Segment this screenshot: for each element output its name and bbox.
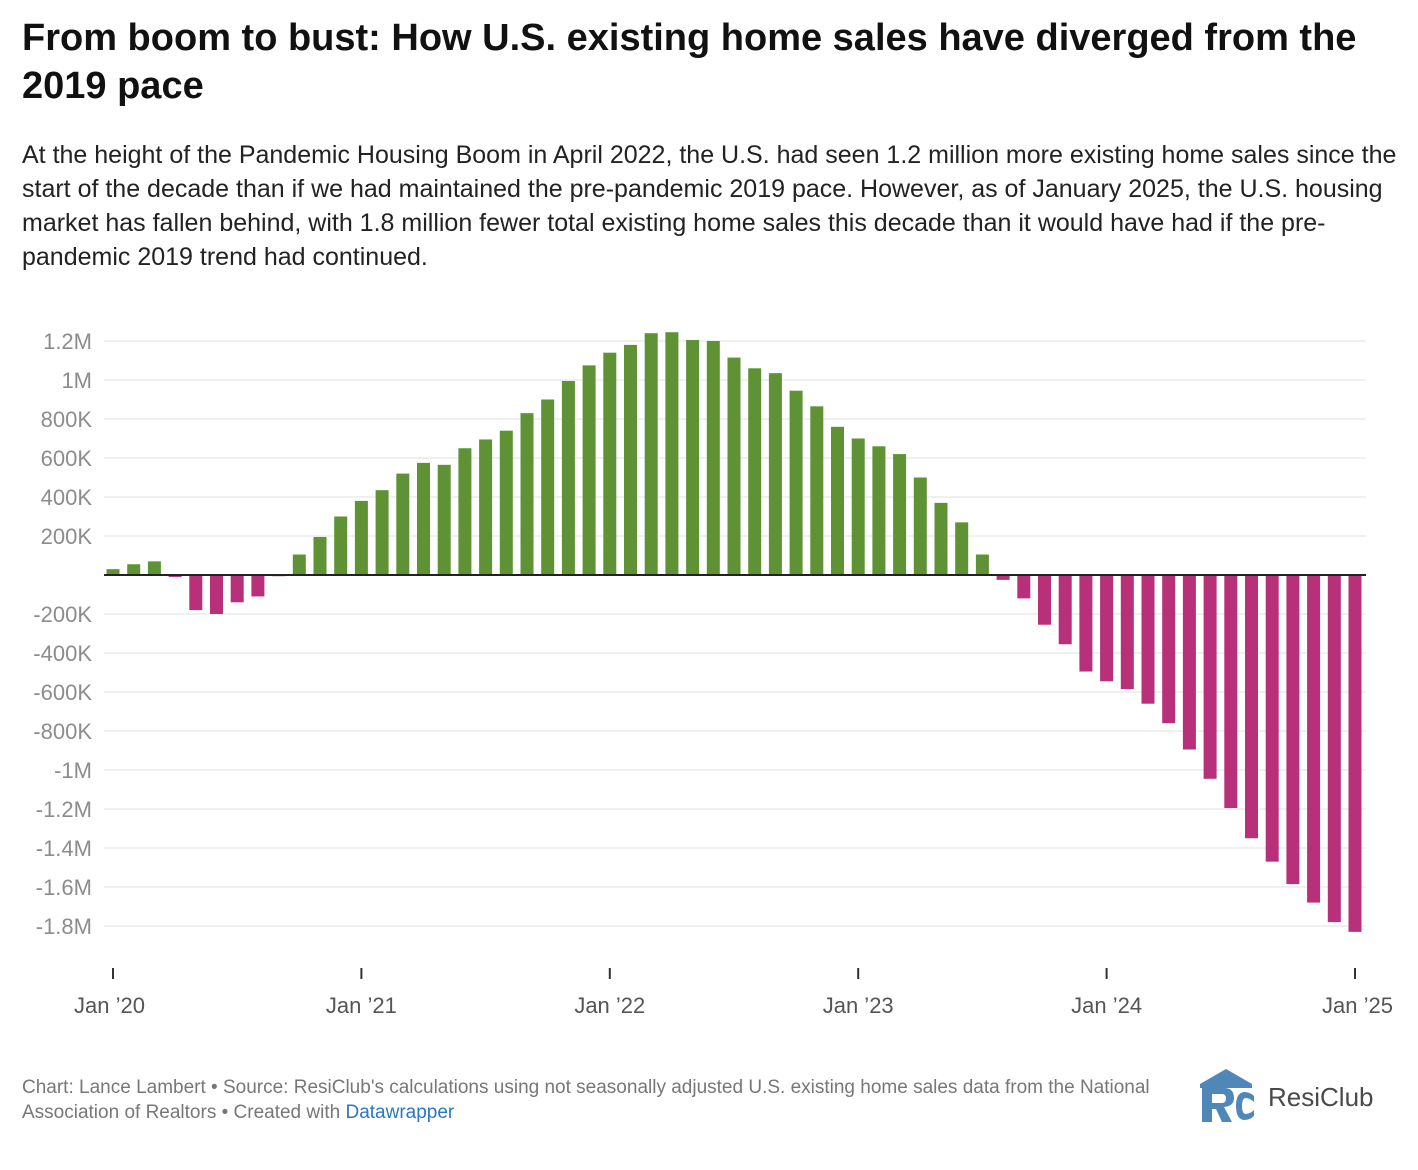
bar-nov-23 (1058, 575, 1072, 645)
x-tick-label: Jan ’24 (1071, 993, 1142, 1018)
bar-feb-20 (127, 564, 141, 575)
bar-aug-22 (748, 368, 762, 575)
y-tick-label: -400K (33, 641, 92, 666)
resiclub-brand: ResiClub (1196, 1066, 1396, 1126)
bar-nov-21 (561, 380, 575, 575)
chart-footer: Chart: Lance Lambert • Source: ResiClub'… (22, 1075, 1172, 1125)
bar-aug-20 (251, 575, 265, 597)
bar-feb-21 (375, 490, 389, 575)
y-tick-label: -1.8M (36, 914, 92, 939)
y-tick-label: -1.4M (36, 836, 92, 861)
chart-title: From boom to bust: How U.S. existing hom… (22, 17, 1357, 107)
bar-apr-23 (913, 477, 927, 575)
bar-jul-24 (1224, 575, 1238, 809)
bar-jul-20 (230, 575, 244, 603)
bar-jan-22 (603, 352, 617, 575)
bar-may-24 (1182, 575, 1196, 750)
x-tick-label: Jan ’20 (74, 993, 145, 1018)
bar-apr-24 (1162, 575, 1176, 724)
bar-apr-21 (417, 462, 430, 575)
y-tick-label: 1M (61, 368, 92, 393)
datawrapper-link[interactable]: Datawrapper (345, 1102, 455, 1123)
bar-mar-21 (396, 473, 410, 575)
bar-aug-23 (996, 575, 1010, 580)
bar-dec-23 (1079, 575, 1093, 672)
y-tick-label: -1M (54, 758, 92, 783)
y-tick-label: -1.2M (36, 797, 92, 822)
bar-may-20 (189, 575, 203, 611)
chart-subtitle: At the height of the Pandemic Housing Bo… (22, 141, 1397, 271)
y-tick-label: -600K (33, 680, 92, 705)
bar-sep-22 (768, 373, 782, 575)
bar-oct-20 (292, 554, 306, 575)
x-tick-label: Jan ’21 (326, 993, 397, 1018)
bar-sep-23 (1017, 575, 1031, 599)
bar-jun-21 (458, 448, 472, 575)
bar-mar-24 (1141, 575, 1155, 704)
bar-jul-21 (479, 439, 493, 575)
y-tick-label: -200K (33, 602, 92, 627)
bar-feb-23 (872, 446, 886, 575)
y-axis-labels: 1.2M 1M 800K 600K 400K 200K -200K -400K -600K -80… (33, 329, 92, 939)
y-tick-label: -1.6M (36, 875, 92, 900)
x-axis: Jan ’20 Jan ’21 Jan ’22 Jan ’23 Jan ’24 Jan ’… (74, 968, 1393, 1018)
bar-mar-22 (644, 333, 658, 575)
y-tick-label: 600K (41, 446, 93, 471)
bar-aug-24 (1245, 575, 1258, 839)
brand-name: ResiClub (1268, 1082, 1374, 1112)
bar-sep-21 (520, 413, 534, 575)
bar-may-21 (437, 464, 451, 575)
bar-oct-22 (789, 390, 803, 575)
bar-jul-23 (975, 554, 989, 575)
bar-jun-20 (210, 575, 223, 614)
bar-jun-22 (706, 341, 720, 575)
bar-chart: 1.2M 1M 800K 600K 400K 200K -200K -400K -600K -80… (33, 329, 1393, 1018)
bar-oct-24 (1286, 575, 1300, 885)
bars (106, 332, 1362, 932)
footer-credit: Chart: Lance Lambert • Source: ResiClub'… (22, 1077, 1150, 1123)
x-tick-label: Jan ’22 (574, 993, 645, 1018)
y-tick-label: 800K (41, 407, 93, 432)
bar-feb-24 (1120, 575, 1134, 690)
bar-may-22 (686, 340, 700, 575)
bar-jan-25 (1348, 575, 1362, 932)
x-tick-label: Jan ’25 (1322, 993, 1393, 1018)
y-tick-label: -800K (33, 719, 92, 744)
bar-jul-22 (727, 357, 741, 575)
bar-jan-23 (851, 438, 865, 575)
bar-nov-20 (313, 536, 327, 575)
x-tick-label: Jan ’23 (823, 993, 894, 1018)
y-tick-label: 200K (41, 524, 93, 549)
bar-oct-21 (541, 399, 555, 575)
bar-nov-22 (810, 406, 824, 575)
bar-jan-21 (354, 500, 368, 575)
bar-mar-20 (147, 561, 161, 575)
bar-jan-20 (106, 569, 120, 575)
bar-sep-24 (1265, 575, 1279, 862)
bar-feb-22 (624, 344, 637, 575)
resiclub-logo-icon (1200, 1069, 1254, 1122)
bar-oct-23 (1038, 575, 1051, 625)
bar-jan-24 (1100, 575, 1114, 682)
bar-aug-21 (499, 430, 513, 575)
bar-jun-23 (955, 522, 969, 575)
bar-mar-23 (893, 454, 907, 575)
bar-dec-20 (334, 516, 348, 575)
bar-apr-22 (665, 332, 679, 575)
bar-may-23 (934, 502, 948, 575)
y-tick-label: 1.2M (43, 329, 92, 354)
y-tick-label: 400K (41, 485, 93, 510)
bar-dec-21 (582, 365, 596, 575)
bar-nov-24 (1307, 575, 1321, 903)
bar-dec-22 (831, 426, 844, 575)
bar-dec-24 (1327, 575, 1341, 923)
bar-jun-24 (1203, 575, 1217, 779)
